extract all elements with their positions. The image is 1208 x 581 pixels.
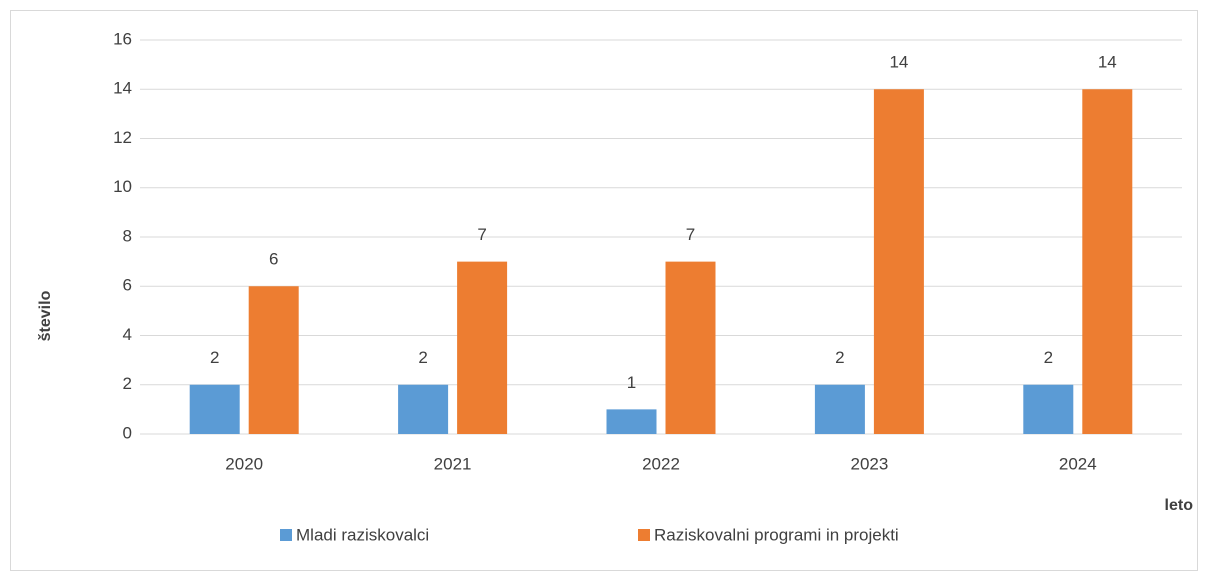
y-tick-label: 16 bbox=[113, 29, 132, 48]
data-label: 14 bbox=[889, 53, 908, 72]
data-label: 14 bbox=[1098, 53, 1117, 72]
x-tick-label: 2022 bbox=[642, 454, 680, 473]
y-tick-label: 2 bbox=[123, 374, 132, 393]
bar bbox=[1082, 89, 1133, 434]
data-label: 2 bbox=[418, 348, 427, 367]
y-axis-label: število bbox=[37, 290, 54, 341]
x-axis-label: leto bbox=[1165, 497, 1194, 514]
bar bbox=[1023, 384, 1074, 434]
data-label: 1 bbox=[627, 373, 636, 392]
chart-border bbox=[10, 10, 1198, 571]
y-tick-label: 12 bbox=[113, 128, 132, 147]
data-label: 7 bbox=[686, 225, 695, 244]
bar bbox=[457, 261, 508, 434]
data-label: 2 bbox=[835, 348, 844, 367]
bar bbox=[398, 384, 449, 434]
bar bbox=[873, 89, 924, 434]
bar bbox=[665, 261, 716, 434]
data-label: 2 bbox=[210, 348, 219, 367]
legend-label: Raziskovalni programi in projekti bbox=[654, 525, 899, 544]
x-tick-label: 2024 bbox=[1059, 454, 1097, 473]
y-tick-label: 0 bbox=[123, 423, 132, 442]
x-tick-label: 2020 bbox=[225, 454, 263, 473]
data-label: 2 bbox=[1044, 348, 1053, 367]
y-tick-label: 14 bbox=[113, 79, 132, 98]
y-tick-label: 8 bbox=[123, 226, 132, 245]
legend-swatch bbox=[280, 529, 292, 541]
y-tick-label: 10 bbox=[113, 177, 132, 196]
data-label: 6 bbox=[269, 250, 278, 269]
x-tick-label: 2023 bbox=[850, 454, 888, 473]
legend-swatch bbox=[638, 529, 650, 541]
bar bbox=[248, 286, 299, 434]
bar bbox=[814, 384, 865, 434]
y-tick-label: 4 bbox=[123, 325, 132, 344]
y-tick-label: 6 bbox=[123, 276, 132, 295]
bar bbox=[606, 409, 657, 434]
data-label: 7 bbox=[477, 225, 486, 244]
bar bbox=[189, 384, 240, 434]
x-tick-label: 2021 bbox=[434, 454, 472, 473]
legend-label: Mladi raziskovalci bbox=[296, 525, 429, 544]
